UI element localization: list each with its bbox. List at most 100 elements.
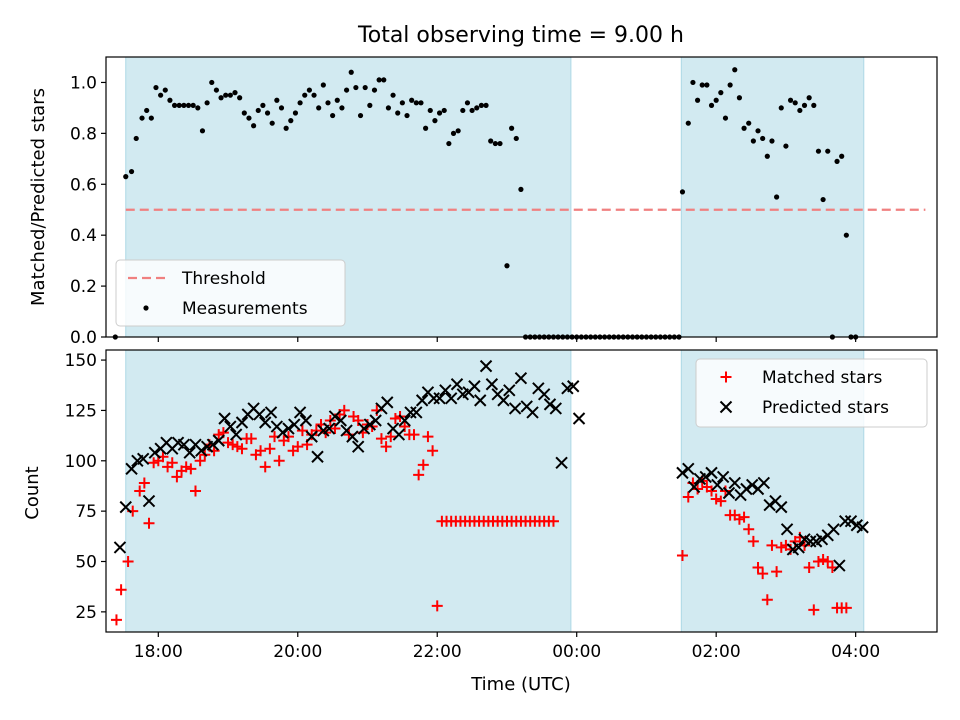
measurement-point xyxy=(509,125,515,131)
measurement-point xyxy=(427,107,433,114)
matched-star-point xyxy=(134,485,146,497)
measurement-point xyxy=(483,102,489,108)
matched-star-point xyxy=(245,433,257,445)
x-tick-label: 22:00 xyxy=(413,642,462,662)
measurement-point xyxy=(367,102,373,108)
measurement-point xyxy=(764,153,770,159)
predicted-star-point xyxy=(427,392,440,405)
predicted-star-point xyxy=(844,515,858,528)
legend-box xyxy=(695,358,928,428)
predicted-star-point xyxy=(567,380,580,393)
measurement-point xyxy=(488,138,494,144)
matched-star-point xyxy=(771,566,783,578)
predicted-star-point xyxy=(775,500,788,514)
matched-star-point xyxy=(417,459,429,471)
measurement-point xyxy=(815,148,822,154)
measurement-point xyxy=(371,87,378,93)
predicted-star-point xyxy=(682,462,695,476)
matched-star-point xyxy=(166,457,178,469)
measurement-point xyxy=(306,87,312,93)
predicted-star-point xyxy=(474,394,487,407)
y-tick-label: 75 xyxy=(75,502,97,522)
matched-star-point xyxy=(431,600,443,612)
measurement-point xyxy=(399,100,405,106)
legend-measurement-swatch xyxy=(143,305,149,311)
predicted-star-point xyxy=(699,470,712,484)
predicted-star-point xyxy=(716,470,730,484)
measurement-point xyxy=(274,97,280,103)
top-y-axis-label: Matched/Predicted stars xyxy=(28,88,49,306)
predicted-star-point xyxy=(745,478,759,492)
y-tick-label: 0.4 xyxy=(70,226,97,246)
measurement-point xyxy=(153,84,159,91)
measurement-point xyxy=(176,102,182,108)
measurement-point xyxy=(839,153,845,159)
predicted-star-point xyxy=(346,430,359,443)
x-tick-label: 04:00 xyxy=(831,642,880,662)
matched-star-point xyxy=(682,491,694,503)
measurement-point xyxy=(460,107,466,114)
measurement-point xyxy=(218,95,224,101)
measurement-point xyxy=(246,115,252,121)
predicted-star-point xyxy=(503,384,516,397)
y-tick-label: 100 xyxy=(65,452,97,472)
bottom-panel: 25 50 75 100 125 150 18:00 20:00 22:00 00:00 02:00… xyxy=(65,349,938,662)
legend-label: Measurements xyxy=(182,299,308,319)
measurement-point xyxy=(843,232,849,238)
predicted-star-point xyxy=(555,456,568,470)
measurement-point xyxy=(834,158,840,164)
matched-star-point xyxy=(292,441,304,453)
y-tick-label: 25 xyxy=(75,603,97,623)
predicted-star-point xyxy=(334,414,347,427)
matched-star-point xyxy=(255,445,267,457)
matched-star-point xyxy=(375,433,387,445)
predicted-star-point xyxy=(711,478,724,492)
matched-star-point xyxy=(840,602,852,614)
measurement-point xyxy=(144,107,150,114)
matched-star-point xyxy=(408,429,420,441)
predicted-star-point xyxy=(543,398,557,411)
measurement-point xyxy=(792,100,798,106)
measurement-point xyxy=(741,125,747,131)
measurement-point xyxy=(353,84,359,91)
predicted-star-point xyxy=(404,406,417,419)
matched-star-point xyxy=(352,415,364,426)
measurement-point xyxy=(292,110,299,116)
measurement-point xyxy=(811,102,817,108)
measurement-point xyxy=(478,102,485,108)
predicted-star-point xyxy=(212,434,225,447)
predicted-star-point xyxy=(398,414,411,427)
legend-box xyxy=(115,259,346,327)
measurement-point xyxy=(732,67,738,73)
legend-label: Predicted stars xyxy=(762,398,889,418)
measurement-point xyxy=(694,97,701,103)
measurement-point xyxy=(376,77,382,83)
measurement-point xyxy=(455,128,461,134)
matched-star-point xyxy=(143,517,155,529)
measurement-point xyxy=(492,140,498,147)
matched-star-point xyxy=(743,523,755,535)
measurement-point xyxy=(162,87,168,93)
measurement-point xyxy=(339,105,345,111)
predicted-star-point xyxy=(142,494,156,508)
matched-star-point xyxy=(259,461,271,473)
measurement-point xyxy=(708,102,715,108)
predicted-star-point xyxy=(468,380,481,393)
measurement-point xyxy=(441,107,447,114)
predicted-star-point xyxy=(235,416,249,429)
measurement-point xyxy=(330,112,336,119)
measurement-point xyxy=(450,130,457,136)
predicted-star-point xyxy=(485,378,499,391)
measurement-point xyxy=(171,102,178,108)
x-axis-label: Time (UTC) xyxy=(470,674,571,695)
measurement-point xyxy=(797,107,803,114)
predicted-star-point xyxy=(119,500,132,514)
predicted-star-point xyxy=(856,521,869,534)
y-tick-label: 0.6 xyxy=(70,175,97,195)
measurement-point xyxy=(820,196,826,203)
measurement-point xyxy=(474,105,480,111)
measurement-point xyxy=(139,115,145,121)
measurement-point xyxy=(432,118,438,124)
predicted-star-point xyxy=(722,486,736,500)
